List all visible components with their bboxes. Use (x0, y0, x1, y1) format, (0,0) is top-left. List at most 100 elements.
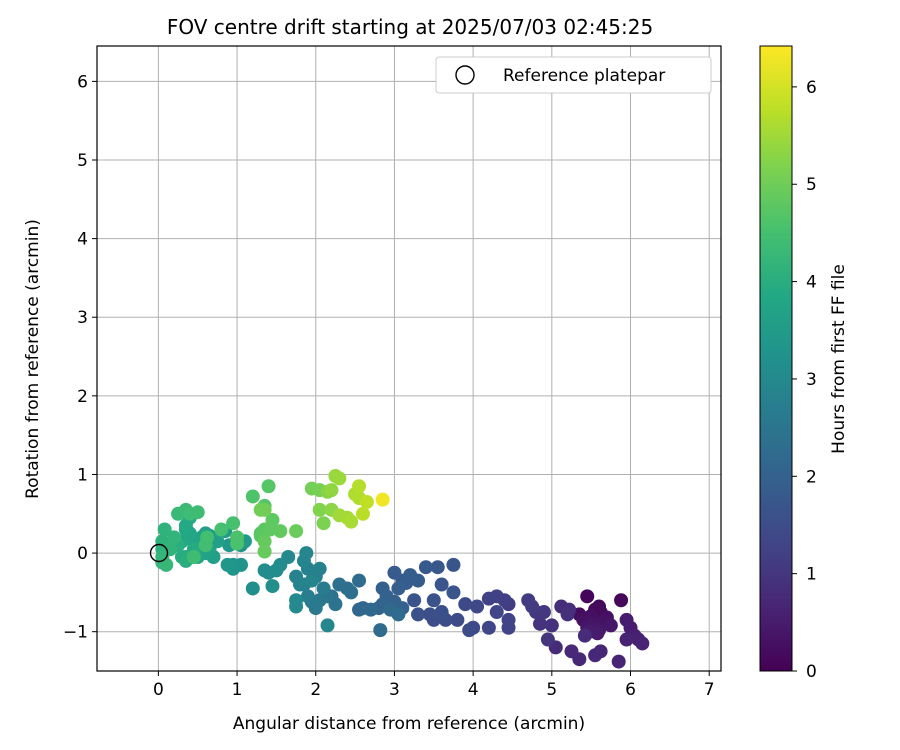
legend-marker-reference (455, 65, 475, 85)
y-tick-label: 5 (77, 151, 88, 171)
scatter-point (426, 593, 441, 608)
y-tick-label: 3 (77, 308, 88, 328)
scatter-point (373, 623, 388, 638)
scatter-point (363, 602, 378, 617)
scatter-point (352, 602, 367, 617)
scatter-point (407, 593, 422, 608)
scatter-point (263, 522, 278, 537)
scatter-point (157, 522, 172, 537)
scatter-point (316, 581, 331, 596)
chart-title: FOV centre drift starting at 2025/07/03 … (167, 15, 653, 39)
y-tick-label: 0 (77, 544, 88, 564)
y-tick-label: 4 (77, 230, 88, 250)
x-tick-label: 4 (468, 680, 479, 700)
scatter-point (580, 589, 595, 604)
scatter-point (359, 494, 374, 509)
scatter-point (391, 607, 406, 622)
x-tick-label: 7 (704, 680, 715, 700)
scatter-point (434, 605, 449, 620)
scatter-point (544, 618, 559, 633)
data-points (155, 469, 650, 669)
scatter-point (261, 479, 276, 494)
scatter-point (411, 607, 426, 622)
scatter-point (619, 632, 634, 647)
scatter-point (446, 557, 461, 572)
scatter-point (265, 579, 280, 594)
scatter-point (481, 591, 496, 606)
scatter-point (230, 530, 245, 545)
scatter-point (289, 524, 304, 539)
colorbar-gradient (759, 45, 793, 672)
scatter-point (489, 605, 504, 620)
x-tick-label: 6 (625, 680, 636, 700)
y-tick-label: −1 (63, 623, 88, 643)
colorbar-tick-label: 1 (806, 565, 817, 585)
colorbar-tick-label: 2 (806, 467, 817, 487)
scatter-point (525, 599, 540, 614)
x-tick-label: 3 (389, 680, 400, 700)
scatter-point (422, 607, 437, 622)
scatter-point (355, 506, 370, 521)
scatter-point (289, 599, 304, 614)
colorbar-tick-label: 6 (806, 78, 817, 98)
scatter-point (324, 483, 339, 498)
scatter-point (403, 568, 418, 583)
scatter-point (481, 620, 496, 635)
scatter-point (320, 618, 335, 633)
x-tick-label: 0 (153, 680, 164, 700)
scatter-point (257, 563, 272, 578)
scatter-point (501, 620, 516, 635)
scatter-point (332, 577, 347, 592)
scatter-point (434, 577, 449, 592)
plot-frame (96, 45, 722, 672)
scatter-point (635, 636, 650, 651)
scatter-point (186, 550, 201, 565)
scatter-point (304, 573, 319, 588)
scatter-point (245, 489, 260, 504)
colorbar-label: Hours from first FF file (829, 264, 849, 454)
scatter-point (300, 589, 315, 604)
legend-box (435, 56, 712, 94)
reference-platepar-marker (149, 543, 169, 563)
colorbar-tick-label: 4 (806, 273, 817, 293)
grid-lines (92, 46, 721, 676)
scatter-point (344, 514, 359, 529)
scatter-point (391, 581, 406, 596)
scatter-point (312, 502, 327, 517)
x-tick-labels: 0 1 2 3 4 5 6 7 (153, 680, 715, 700)
scatter-point (344, 585, 359, 600)
scatter-point (611, 654, 626, 669)
scatter-point (352, 479, 367, 494)
scatter-point (257, 534, 272, 549)
x-axis-label: Angular distance from reference (arcmin) (233, 714, 585, 734)
scatter-point (418, 560, 433, 575)
scatter-point (603, 618, 618, 633)
scatter-point (245, 581, 260, 596)
x-tick-label: 1 (232, 680, 243, 700)
scatter-point (257, 544, 272, 559)
scatter-point (316, 516, 331, 531)
scatter-point (293, 577, 308, 592)
x-tick-label: 2 (310, 680, 321, 700)
scatter-point (536, 605, 551, 620)
y-axis-label: Rotation from reference (arcmin) (23, 219, 43, 499)
scatter-point (564, 644, 579, 659)
scatter-point (273, 524, 288, 539)
scatter-point (332, 471, 347, 486)
colorbar: 0 1 2 3 4 5 6 Hours from first FF file (759, 45, 849, 682)
y-tick-label: 1 (77, 465, 88, 485)
scatter-point (588, 648, 603, 663)
legend-label-reference: Reference platepar (503, 66, 665, 86)
colorbar-tick-labels: 0 1 2 3 4 5 6 (792, 78, 817, 682)
scatter-point (190, 505, 205, 520)
scatter-point (430, 560, 445, 575)
scatter-point (446, 585, 461, 600)
colorbar-tick-label: 3 (806, 370, 817, 390)
scatter-point (352, 573, 367, 588)
scatter-point (533, 616, 548, 631)
legend: Reference platepar (435, 56, 712, 94)
scatter-point (214, 522, 229, 537)
scatter-point (375, 492, 390, 507)
scatter-point (257, 502, 272, 517)
colorbar-tick-label: 0 (806, 662, 817, 682)
